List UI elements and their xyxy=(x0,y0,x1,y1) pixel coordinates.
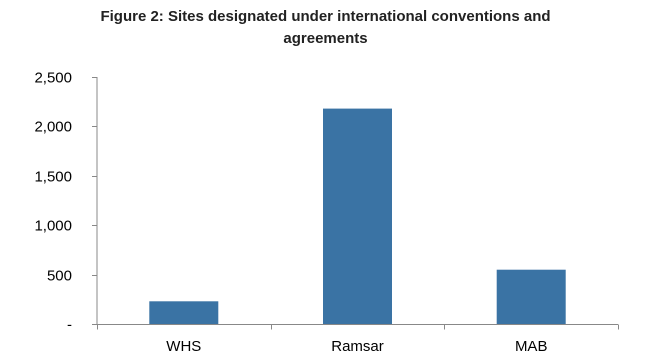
bars xyxy=(149,108,566,324)
x-tick-label: WHS xyxy=(166,338,201,355)
y-tick-label: 1,000 xyxy=(34,218,72,235)
y-axis: - 500 1,000 1,500 2,000 2,500 xyxy=(34,70,98,334)
bar-mab xyxy=(496,269,566,324)
chart-title-line-1: Figure 2: Sites designated under interna… xyxy=(100,8,551,25)
x-axis: WHS Ramsar MAB xyxy=(97,324,619,355)
y-tick-label: 500 xyxy=(47,268,72,285)
y-tick-label: 2,500 xyxy=(34,70,72,87)
chart-title-line-2: agreements xyxy=(283,30,368,47)
y-tick-label: 2,000 xyxy=(34,119,72,136)
y-tick-label: - xyxy=(67,317,72,334)
bar-whs xyxy=(149,301,219,324)
bar-ramsar xyxy=(323,108,392,324)
x-tick-label: MAB xyxy=(515,338,548,355)
x-tick-label: Ramsar xyxy=(331,338,384,355)
y-tick-label: 1,500 xyxy=(34,169,72,186)
chart-title: Figure 2: Sites designated under interna… xyxy=(0,6,651,50)
